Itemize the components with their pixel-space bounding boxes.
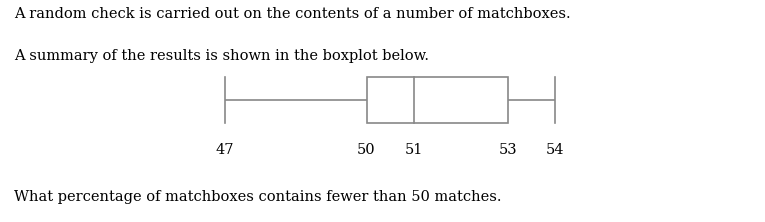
Text: 50: 50: [357, 143, 376, 157]
Text: 54: 54: [546, 143, 565, 157]
Text: A summary of the results is shown in the boxplot below.: A summary of the results is shown in the…: [14, 49, 428, 63]
Text: 53: 53: [499, 143, 517, 157]
Text: What percentage of matchboxes contains fewer than 50 matches.: What percentage of matchboxes contains f…: [14, 190, 501, 204]
Text: 47: 47: [216, 143, 234, 157]
Text: A random check is carried out on the contents of a number of matchboxes.: A random check is carried out on the con…: [14, 7, 571, 21]
Bar: [366, 77, 508, 123]
Text: 51: 51: [405, 143, 423, 157]
